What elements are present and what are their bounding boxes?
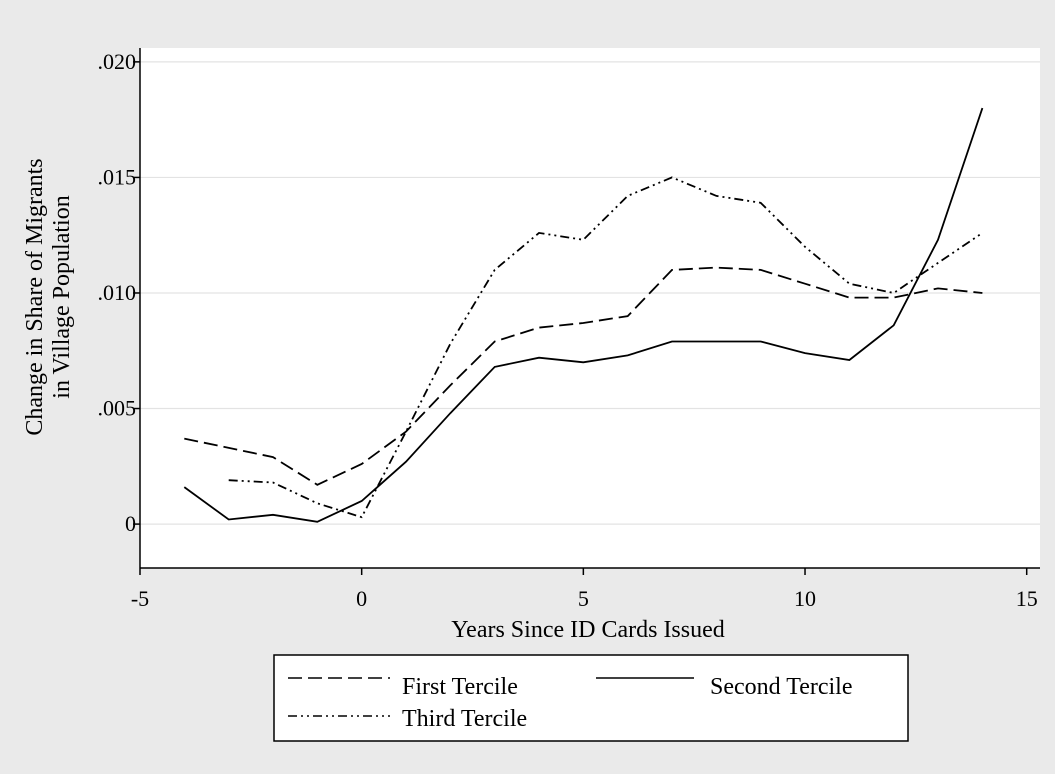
x-tick-label: 10 bbox=[794, 586, 816, 611]
legend-label-second-tercile: Second Tercile bbox=[710, 674, 853, 700]
x-axis-title: Years Since ID Cards Issued bbox=[451, 617, 725, 643]
legend-label-first-tercile: First Tercile bbox=[402, 674, 518, 700]
x-tick-label: -5 bbox=[131, 586, 149, 611]
y-tick-label: .015 bbox=[98, 164, 137, 189]
y-tick-label: .020 bbox=[98, 49, 137, 74]
y-tick-label: 0 bbox=[125, 511, 136, 536]
x-tick-label: 15 bbox=[1016, 586, 1038, 611]
x-tick-label: 0 bbox=[356, 586, 367, 611]
y-axis-title-line-2: in Village Population bbox=[49, 195, 75, 398]
y-tick-label: .005 bbox=[98, 396, 137, 421]
legend-label-third-tercile: Third Tercile bbox=[402, 706, 527, 732]
plot-area bbox=[140, 48, 1040, 568]
axis-ticks: 0 .005 .010 .015 .020 -5 0 5 10 15 bbox=[98, 49, 1038, 611]
y-axis-title: Change in Share of Migrants in Village P… bbox=[22, 158, 75, 435]
series-line-second-tercile bbox=[183, 107, 984, 523]
legend-box bbox=[273, 654, 909, 742]
x-tick-label: 5 bbox=[578, 586, 589, 611]
series-line-first-tercile bbox=[184, 266, 983, 486]
series-line-third-tercile bbox=[228, 176, 983, 519]
y-axis-title-line-1: Change in Share of Migrants bbox=[22, 158, 48, 435]
axes bbox=[139, 48, 1040, 569]
y-tick-label: .010 bbox=[98, 280, 137, 305]
series-lines bbox=[183, 107, 984, 523]
legend: First Tercile Second Tercile Third Terci… bbox=[273, 654, 909, 742]
